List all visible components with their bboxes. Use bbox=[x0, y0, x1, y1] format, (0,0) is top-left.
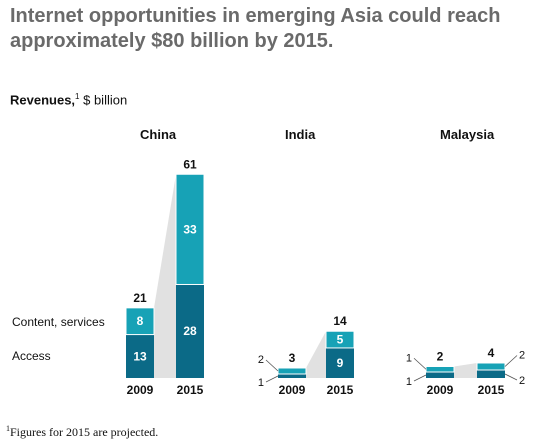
total-label-india-2015: 14 bbox=[333, 314, 347, 328]
value-label-content-malaysia-2009: 1 bbox=[406, 352, 412, 364]
legend-access-label: Access bbox=[12, 349, 51, 363]
legend-content-label: Content, services bbox=[12, 315, 105, 329]
x-tick-china-2015: 2015 bbox=[177, 383, 204, 397]
connector-china bbox=[154, 174, 176, 378]
footnote: 1Figures for 2015 are projected. bbox=[6, 424, 158, 440]
panel-title-china: China bbox=[140, 127, 177, 142]
value-label-access-malaysia-2015: 2 bbox=[519, 375, 525, 387]
bar-access-china-2015 bbox=[176, 284, 204, 378]
value-label-content-china-2009: 8 bbox=[137, 314, 144, 328]
footnote-text: Figures for 2015 are projected. bbox=[10, 425, 159, 439]
leader-content-india-2009 bbox=[265, 359, 279, 372]
bar-access-india-2015 bbox=[326, 347, 354, 378]
bar-access-india-2009 bbox=[278, 374, 306, 378]
total-label-malaysia-2009: 2 bbox=[437, 350, 444, 364]
leader-access-malaysia-2015 bbox=[504, 373, 518, 381]
bar-content-india-2009 bbox=[277, 367, 307, 375]
bar-access-malaysia-2015 bbox=[477, 370, 505, 378]
chart-subtitle: Revenues,1 $ billion bbox=[10, 92, 127, 107]
bar-content-china-2015 bbox=[175, 173, 205, 285]
value-label-access-india-2009: 1 bbox=[258, 377, 264, 389]
panel-title-malaysia: Malaysia bbox=[440, 127, 495, 142]
bar-access-malaysia-2009 bbox=[426, 372, 454, 378]
footnote-mark: 1 bbox=[6, 424, 10, 433]
x-tick-china-2009: 2009 bbox=[127, 383, 154, 397]
total-label-india-2009: 3 bbox=[289, 351, 296, 365]
value-label-content-india-2015: 5 bbox=[337, 333, 344, 347]
total-label-malaysia-2015: 4 bbox=[488, 346, 495, 360]
connector-malaysia bbox=[454, 363, 477, 378]
leader-content-malaysia-2015 bbox=[504, 355, 518, 367]
bar-content-india-2015 bbox=[325, 330, 355, 349]
leader-access-india-2009 bbox=[265, 375, 279, 383]
value-label-content-india-2009: 2 bbox=[258, 354, 264, 366]
bar-content-china-2009 bbox=[125, 307, 155, 336]
value-label-content-malaysia-2015: 2 bbox=[519, 350, 525, 362]
value-label-access-india-2015: 9 bbox=[337, 356, 344, 370]
value-label-access-malaysia-2009: 1 bbox=[406, 376, 412, 388]
leader-access-malaysia-2009 bbox=[413, 374, 427, 382]
value-label-access-china-2009: 13 bbox=[133, 349, 147, 363]
chart-title: Internet opportunities in emerging Asia … bbox=[10, 5, 501, 52]
total-label-china-2009: 21 bbox=[133, 291, 147, 305]
panel-title-india: India bbox=[285, 127, 316, 142]
connector-india bbox=[306, 331, 326, 378]
bar-content-malaysia-2015 bbox=[476, 362, 506, 371]
value-label-access-china-2015: 28 bbox=[183, 324, 197, 338]
bar-content-malaysia-2009 bbox=[425, 366, 455, 373]
value-label-content-china-2015: 33 bbox=[183, 222, 197, 236]
x-tick-india-2015: 2015 bbox=[327, 383, 354, 397]
x-tick-india-2009: 2009 bbox=[279, 383, 306, 397]
x-tick-malaysia-2009: 2009 bbox=[427, 383, 454, 397]
subtitle-unit: $ billion bbox=[79, 92, 128, 108]
subtitle-label: Revenues, bbox=[10, 92, 76, 108]
subtitle-footnote-mark: 1 bbox=[75, 92, 80, 101]
x-tick-malaysia-2015: 2015 bbox=[478, 383, 505, 397]
bar-access-china-2009 bbox=[126, 334, 154, 378]
leader-content-malaysia-2009 bbox=[413, 357, 427, 370]
total-label-china-2015: 61 bbox=[183, 157, 197, 171]
